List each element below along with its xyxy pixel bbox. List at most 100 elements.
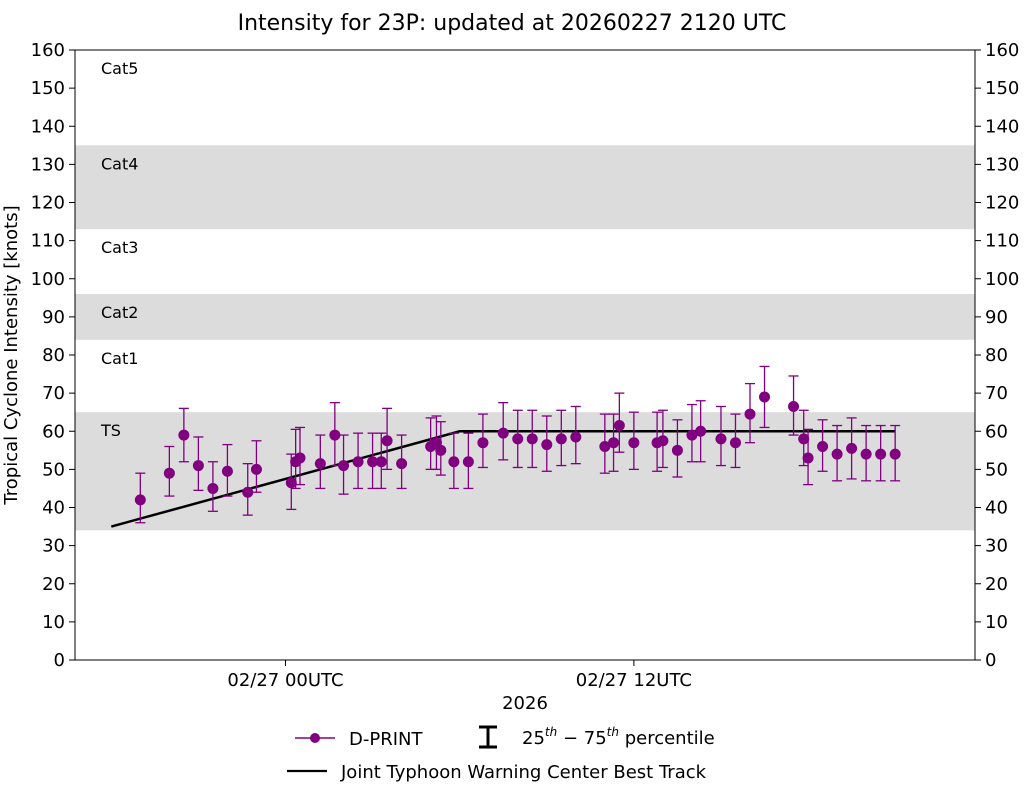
category-label-cat5: Cat5 (101, 59, 138, 78)
y-tick-label-left: 10 (42, 612, 65, 633)
dprint-point-group (207, 461, 219, 512)
dprint-point (657, 435, 669, 447)
dprint-point (396, 458, 408, 470)
dprint-point (294, 452, 306, 464)
y-tick-label-right: 0 (985, 650, 996, 671)
category-labels: TS Cat1 Cat2 Cat3 Cat4 Cat5 (100, 59, 138, 440)
dprint-point-group (608, 413, 620, 472)
dprint-point (448, 456, 460, 468)
legend-dprint-marker (310, 733, 320, 743)
dprint-point (541, 439, 553, 451)
legend: D-PRINT 25th − 75th percentile Joint Typ… (287, 725, 715, 783)
dprint-point-group (134, 472, 146, 524)
dprint-point (367, 456, 379, 468)
plot-frame (74, 49, 976, 661)
dprint-point-group (817, 419, 829, 472)
dprint-point (817, 441, 829, 452)
y-tick-label-left: 140 (31, 116, 65, 137)
dprint-point (221, 465, 233, 477)
dprint-point (613, 420, 625, 432)
dprint-point-group (163, 445, 175, 497)
dprint-point-group (715, 405, 727, 467)
dprint-point-group (570, 405, 582, 465)
dprint-point-group (294, 426, 306, 486)
category-band-ts (75, 412, 975, 531)
y-tick-label-right: 130 (985, 154, 1019, 175)
dprint-point-group (435, 421, 447, 476)
dprint-point (314, 458, 326, 470)
dprint-point (477, 437, 489, 449)
y-tick-label-right: 30 (985, 536, 1008, 557)
dprint-point (163, 467, 175, 479)
dprint-point (178, 429, 190, 441)
dprint-point (570, 431, 582, 443)
y-tick-label-left: 90 (42, 307, 65, 328)
y-tick-label-right: 140 (985, 116, 1019, 137)
y-tick-label-right: 40 (985, 498, 1008, 519)
y-tick-label-left: 20 (42, 574, 65, 595)
dprint-point (875, 448, 887, 460)
y-tick-label-left: 160 (31, 40, 65, 61)
legend-dprint-label: D-PRINT (349, 729, 423, 750)
category-bands (75, 145, 975, 531)
dprint-point-group (613, 392, 625, 453)
dprint-point (512, 433, 524, 445)
dprint-point (599, 441, 611, 452)
dprint-point (462, 456, 474, 468)
y-tick-label-right: 60 (985, 421, 1008, 442)
dprint-point (285, 477, 297, 489)
dprint-point-group (526, 409, 538, 469)
y-tick-label-left: 130 (31, 154, 65, 175)
dprint-point-group (657, 409, 669, 469)
dprint-point-group (628, 411, 640, 471)
y-axis-right: 0 10 20 30 40 50 60 70 80 90 100 110 120 130 140 150 160 (975, 40, 1019, 671)
y-tick-label-left: 80 (42, 345, 65, 366)
dprint-point-group (541, 415, 553, 472)
dprint-point-group (381, 407, 393, 471)
y-tick-label-left: 150 (31, 78, 65, 99)
y-tick-label-left: 30 (42, 536, 65, 557)
category-label-cat4: Cat4 (101, 154, 138, 173)
y-tick-label-right: 70 (985, 383, 1008, 404)
dprint-point (860, 448, 872, 460)
dprint-point-group (367, 432, 379, 490)
dprint-point-group (831, 424, 843, 482)
dprint-point-group (512, 409, 524, 469)
dprint-point (497, 427, 509, 439)
y-axis-left: 0 10 20 30 40 50 60 70 80 90 100 110 120 130 140 150 160 (31, 40, 75, 671)
dprint-point (798, 433, 810, 445)
dprint-point-group (242, 463, 254, 516)
dprint-point-group (599, 413, 611, 474)
dprint-point (242, 486, 254, 498)
dprint-point-group (192, 436, 204, 491)
category-band-cat2 (75, 294, 975, 340)
dprint-point-group (178, 407, 190, 463)
y-tick-label-left: 0 (54, 650, 65, 671)
y-tick-label-left: 100 (31, 269, 65, 290)
category-label-cat2: Cat2 (101, 303, 138, 322)
y-tick-label-left: 70 (42, 383, 65, 404)
y-tick-label-right: 80 (985, 345, 1008, 366)
y-tick-label-right: 110 (985, 231, 1019, 252)
x-axis-label: 2026 (502, 693, 548, 714)
dprint-point-group (875, 424, 887, 482)
dprint-point-group (555, 409, 567, 467)
dprint-point (744, 408, 756, 420)
y-axis-label: Tropical Cyclone Intensity [knots] (1, 205, 22, 505)
x-tick-label: 02/27 12UTC (576, 670, 692, 691)
dprint-point (715, 433, 727, 445)
dprint-point-group (462, 432, 474, 490)
dprint-point-group (396, 434, 408, 490)
dprint-point (695, 425, 707, 437)
dprint-point-group (802, 428, 814, 486)
dprint-point (526, 433, 538, 445)
dprint-point (352, 456, 364, 468)
category-label-cat3: Cat3 (101, 238, 138, 257)
legend-best-track-label: Joint Typhoon Warning Center Best Track (340, 762, 707, 783)
y-tick-label-right: 10 (985, 612, 1008, 633)
dprint-point (329, 429, 341, 441)
dprint-point-group (759, 365, 771, 429)
dprint-point (671, 444, 683, 456)
chart-title: Intensity for 23P: updated at 20260227 2… (238, 11, 787, 36)
